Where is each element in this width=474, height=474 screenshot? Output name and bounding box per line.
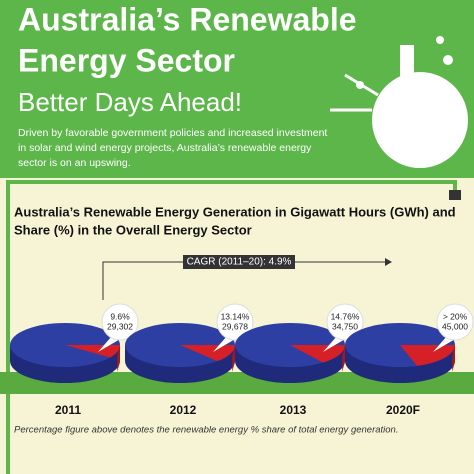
share-slice-side [342, 345, 345, 372]
share-label: 14.76% [331, 311, 360, 321]
share-label: 13.14% [221, 311, 250, 321]
share-slice [400, 345, 455, 366]
bubble [326, 303, 364, 341]
share-slice [290, 345, 345, 363]
description: in solar and wind energy projects, Austr… [18, 142, 312, 154]
share-slice [65, 345, 120, 358]
plug [449, 190, 461, 200]
chart-title: Australia’s Renewable Energy Generation … [14, 204, 456, 219]
description: Driven by favorable government policies … [18, 127, 327, 139]
share-slice-side [232, 345, 235, 372]
description: sector is on an upswing. [18, 157, 131, 169]
cable [6, 180, 457, 474]
bubble [101, 303, 139, 341]
year-label: 2020F [386, 403, 420, 417]
year-label: 2013 [280, 403, 307, 417]
share-label: > 20% [443, 311, 468, 321]
share-slice-side [117, 345, 120, 372]
share-slice [180, 345, 235, 362]
title: Australia’s Renewable [18, 1, 357, 37]
note: Percentage figure above denotes the rene… [14, 425, 398, 436]
illustration [330, 36, 468, 168]
subtitle: Better Days Ahead! [18, 87, 242, 117]
bubble [436, 303, 474, 341]
ground [0, 372, 474, 394]
generation-label: 45,000 [442, 321, 468, 331]
title: Energy Sector [18, 42, 235, 78]
generation-label: 34,750 [332, 321, 358, 331]
cagr-label: CAGR (2011–20): 4.9% [187, 257, 292, 268]
generation-label: 29,678 [222, 321, 248, 331]
generation-label: 29,302 [107, 321, 133, 331]
cagr-box [183, 255, 295, 269]
chart-title: Share (%) in the Overall Energy Sector [14, 222, 252, 237]
bubble [216, 303, 254, 341]
arrow-head [385, 258, 392, 266]
share-label: 9.6% [110, 311, 130, 321]
share-slice-side [452, 345, 455, 372]
year-label: 2012 [170, 403, 197, 417]
year-label: 2011 [55, 403, 81, 417]
